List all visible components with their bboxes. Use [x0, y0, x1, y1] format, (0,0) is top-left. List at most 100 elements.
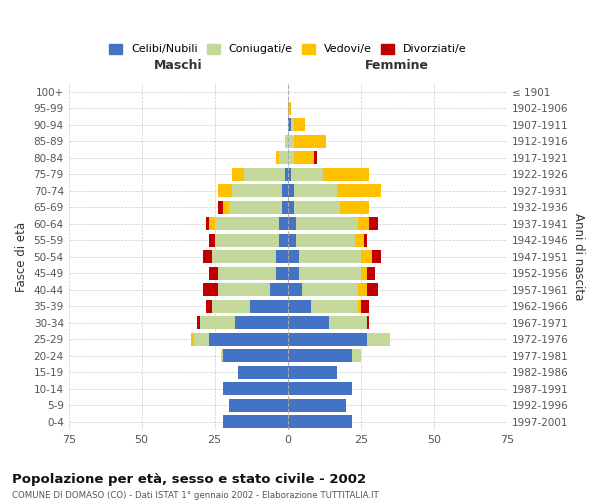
Bar — [290, 168, 323, 180]
Bar — [329, 316, 367, 329]
Bar — [323, 168, 370, 180]
Bar — [212, 250, 276, 263]
Bar — [373, 250, 381, 263]
Text: COMUNE DI DOMASO (CO) - Dati ISTAT 1° gennaio 2002 - Elaborazione TUTTITALIA.IT: COMUNE DI DOMASO (CO) - Dati ISTAT 1° ge… — [12, 491, 379, 500]
Bar — [279, 218, 287, 230]
Bar — [340, 201, 370, 213]
Bar — [209, 333, 287, 346]
Bar — [223, 201, 229, 213]
Bar — [293, 184, 337, 197]
Bar — [229, 399, 287, 412]
Bar — [299, 267, 361, 280]
Bar — [285, 134, 287, 147]
Bar — [367, 267, 376, 280]
Bar — [206, 218, 209, 230]
Bar — [358, 284, 367, 296]
Bar — [285, 168, 287, 180]
Y-axis label: Anni di nascita: Anni di nascita — [572, 213, 585, 300]
Bar — [203, 284, 218, 296]
Bar — [238, 366, 287, 379]
Bar — [287, 218, 296, 230]
Bar — [287, 168, 290, 180]
Bar — [215, 218, 279, 230]
Bar — [358, 300, 361, 312]
Bar — [287, 184, 293, 197]
Text: Popolazione per età, sesso e stato civile - 2002: Popolazione per età, sesso e stato civil… — [12, 472, 366, 486]
Legend: Celibi/Nubili, Coniugati/e, Vedovi/e, Divorziati/e: Celibi/Nubili, Coniugati/e, Vedovi/e, Di… — [106, 40, 470, 58]
Bar — [221, 350, 223, 362]
Bar — [337, 184, 381, 197]
Bar — [218, 284, 270, 296]
Bar — [282, 184, 287, 197]
Bar — [229, 201, 282, 213]
Bar — [296, 234, 355, 246]
Bar — [287, 201, 293, 213]
Bar — [370, 218, 378, 230]
Bar — [299, 250, 361, 263]
Bar — [279, 234, 287, 246]
Bar — [209, 267, 218, 280]
Bar — [287, 350, 352, 362]
Bar — [191, 333, 194, 346]
Bar — [314, 151, 317, 164]
Bar — [206, 300, 212, 312]
Bar — [293, 151, 314, 164]
Bar — [287, 316, 329, 329]
Bar — [200, 316, 235, 329]
Bar — [223, 382, 287, 396]
Bar — [276, 267, 287, 280]
Bar — [367, 284, 378, 296]
Bar — [287, 267, 299, 280]
Bar — [250, 300, 287, 312]
Bar — [232, 168, 244, 180]
Bar — [287, 250, 299, 263]
Bar — [223, 416, 287, 428]
Bar — [302, 284, 358, 296]
Bar — [218, 184, 232, 197]
Text: Maschi: Maschi — [154, 59, 202, 72]
Bar — [209, 218, 215, 230]
Y-axis label: Fasce di età: Fasce di età — [15, 222, 28, 292]
Bar — [287, 102, 290, 114]
Bar — [296, 218, 358, 230]
Bar — [290, 118, 293, 131]
Bar — [279, 151, 287, 164]
Bar — [287, 234, 296, 246]
Bar — [367, 316, 370, 329]
Bar — [212, 300, 250, 312]
Bar — [218, 267, 276, 280]
Bar — [287, 366, 337, 379]
Bar — [215, 234, 279, 246]
Bar — [361, 300, 370, 312]
Bar — [364, 234, 367, 246]
Bar — [194, 333, 209, 346]
Bar — [235, 316, 287, 329]
Bar — [203, 250, 212, 263]
Text: Femmine: Femmine — [365, 59, 429, 72]
Bar — [276, 151, 279, 164]
Bar — [358, 218, 370, 230]
Bar — [232, 184, 282, 197]
Bar — [352, 350, 361, 362]
Bar — [367, 333, 390, 346]
Bar — [287, 382, 352, 396]
Bar — [361, 267, 367, 280]
Bar — [209, 234, 215, 246]
Bar — [355, 234, 364, 246]
Bar — [293, 134, 326, 147]
Bar — [293, 118, 305, 131]
Bar — [197, 316, 200, 329]
Bar — [244, 168, 285, 180]
Bar — [223, 350, 287, 362]
Bar — [287, 284, 302, 296]
Bar — [287, 333, 367, 346]
Bar — [287, 300, 311, 312]
Bar — [287, 416, 352, 428]
Bar — [218, 201, 223, 213]
Bar — [282, 201, 287, 213]
Bar — [287, 151, 293, 164]
Bar — [287, 134, 293, 147]
Bar — [287, 399, 346, 412]
Bar — [287, 118, 290, 131]
Bar — [361, 250, 373, 263]
